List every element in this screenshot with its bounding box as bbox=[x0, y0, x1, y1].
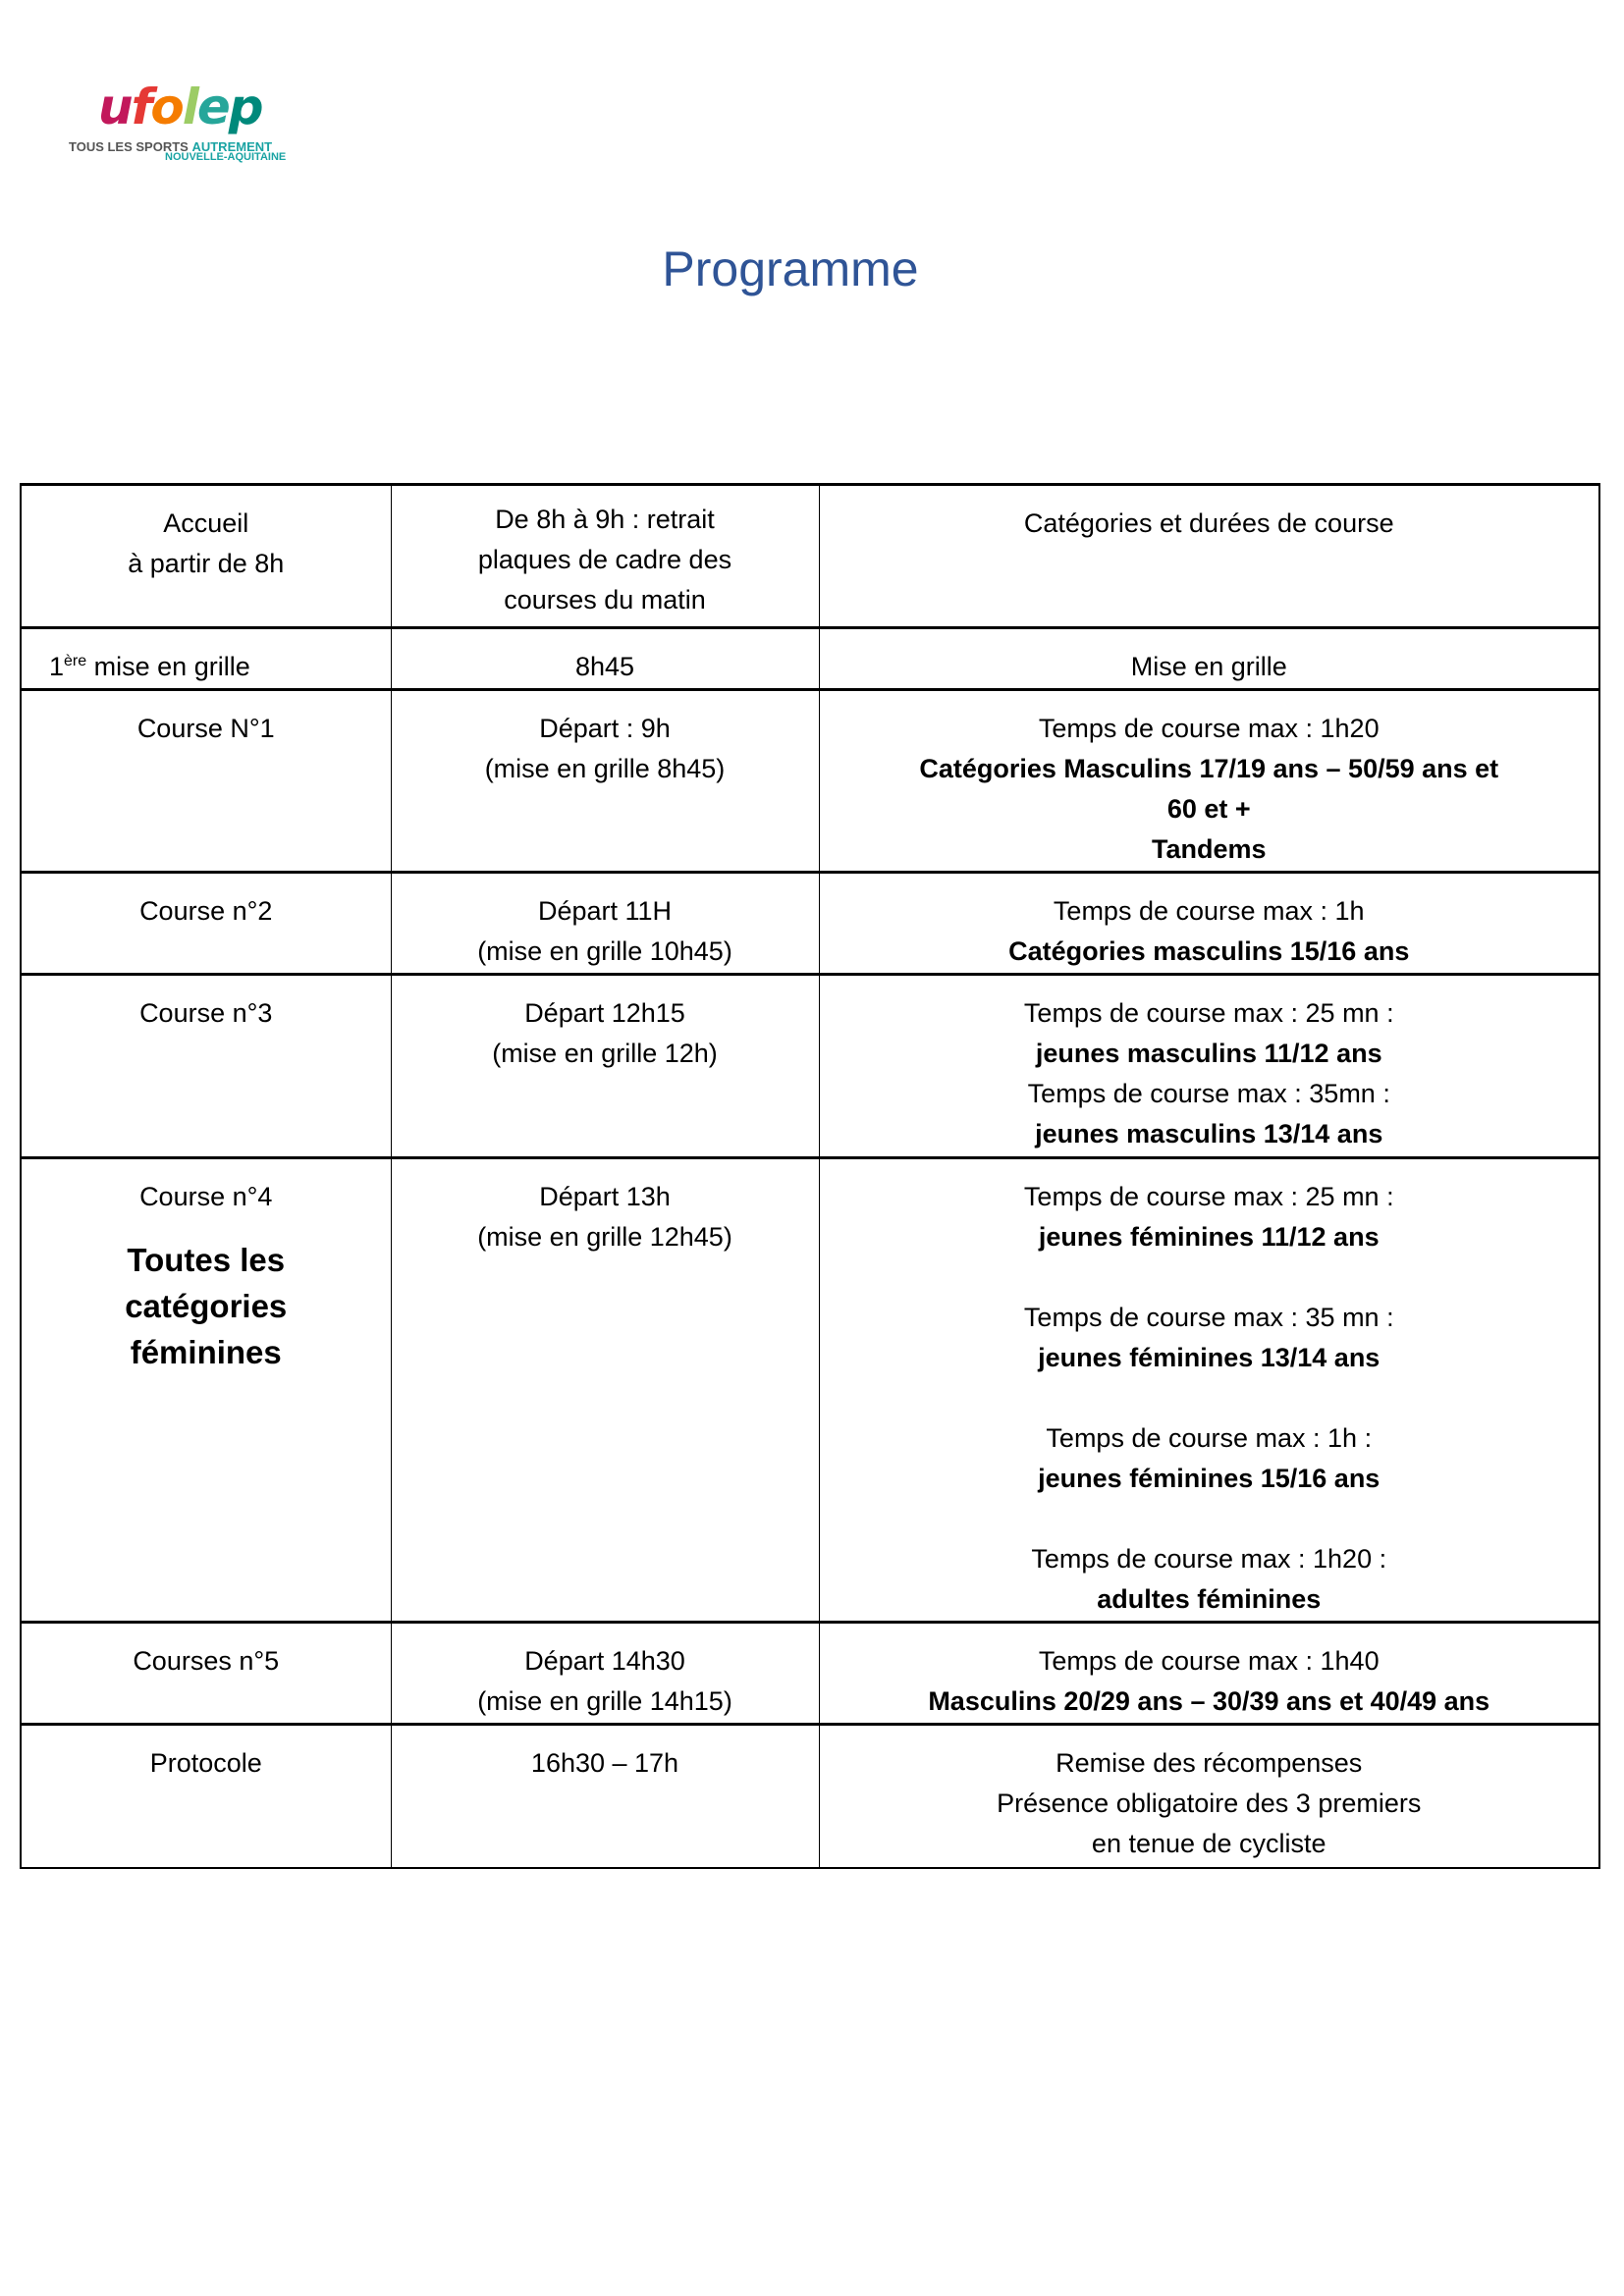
cell: Départ : 9h (mise en grille 8h45) bbox=[390, 689, 820, 873]
cell: Départ 12h15 (mise en grille 12h) bbox=[390, 974, 820, 1158]
cell: 8h45 bbox=[390, 627, 820, 690]
cell: Temps de course max : 1h Catégories mascu… bbox=[818, 872, 1600, 975]
table-row: 1ère mise en grille 8h45 Mise en grille bbox=[20, 627, 1600, 690]
cell: Départ 13h (mise en grille 12h45) bbox=[390, 1157, 820, 1623]
cell: Course n°3 bbox=[20, 974, 392, 1158]
page-title: Programme bbox=[662, 241, 919, 296]
table-row: Courses n°5 Départ 14h30 (mise en grille … bbox=[20, 1622, 1600, 1725]
cell: 1ère mise en grille bbox=[20, 627, 392, 690]
cell: Temps de course max : 1h40 Masculins 20/2… bbox=[818, 1622, 1600, 1725]
cell: De 8h à 9h : retrait plaques de cadre des… bbox=[390, 484, 820, 628]
logo-tagline: TOUS LES SPORTS AUTREMENT bbox=[69, 139, 273, 154]
cell: Course N°1 bbox=[20, 689, 392, 873]
cell: Temps de course max : 25 mn : jeunes masc… bbox=[818, 974, 1600, 1158]
cell: Catégories et durées de course bbox=[818, 484, 1600, 628]
ufolep-logo: ufolep TOUS LES SPORTS AUTREMENT NOUVELL… bbox=[65, 79, 310, 173]
cell: Temps de course max : 1h20 Catégories Mas… bbox=[818, 689, 1600, 873]
cell: Protocole bbox=[20, 1724, 392, 1868]
cell: Départ 11H (mise en grille 10h45) bbox=[390, 872, 820, 975]
programme-table: Accueil à partir de 8h De 8h à 9h : retra… bbox=[20, 483, 1600, 1869]
table-row: Course n°3 Départ 12h15 (mise en grille 1… bbox=[20, 974, 1600, 1158]
cell: Accueil à partir de 8h bbox=[20, 484, 392, 628]
cell: Course n°2 bbox=[20, 872, 392, 975]
cell: Temps de course max : 25 mn : jeunes fémi… bbox=[818, 1157, 1600, 1623]
logo-wordmark: ufolep bbox=[98, 79, 264, 135]
cell: Mise en grille bbox=[818, 627, 1600, 690]
table-row: Protocole 16h30 – 17h Remise des récompe… bbox=[20, 1724, 1600, 1868]
logo-region: NOUVELLE-AQUITAINE bbox=[165, 151, 287, 163]
cell: 16h30 – 17h bbox=[390, 1724, 820, 1868]
cell: Remise des récompenses Présence obligatoi… bbox=[818, 1724, 1600, 1868]
table-row: Accueil à partir de 8h De 8h à 9h : retra… bbox=[20, 484, 1600, 628]
table-row: Course n°2 Départ 11H (mise en grille 10h… bbox=[20, 872, 1600, 975]
cell: Départ 14h30 (mise en grille 14h15) bbox=[390, 1622, 820, 1725]
cell: Courses n°5 bbox=[20, 1622, 392, 1725]
table-row: Course N°1 Départ : 9h (mise en grille 8h… bbox=[20, 689, 1600, 873]
table-row: Course n°4 Toutes les catégories féminines … bbox=[20, 1157, 1600, 1623]
cell: Course n°4 Toutes les catégories féminines bbox=[20, 1157, 392, 1623]
